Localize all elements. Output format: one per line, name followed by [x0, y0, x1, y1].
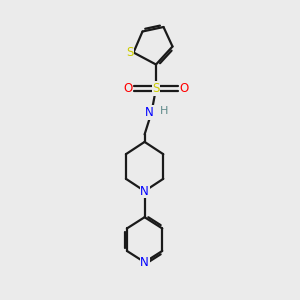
Text: N: N: [140, 256, 149, 269]
Text: O: O: [123, 82, 132, 95]
Text: H: H: [160, 106, 168, 116]
Text: N: N: [145, 106, 154, 119]
Text: S: S: [152, 82, 160, 95]
Text: N: N: [140, 184, 149, 198]
Text: S: S: [126, 46, 134, 59]
Text: O: O: [180, 82, 189, 95]
